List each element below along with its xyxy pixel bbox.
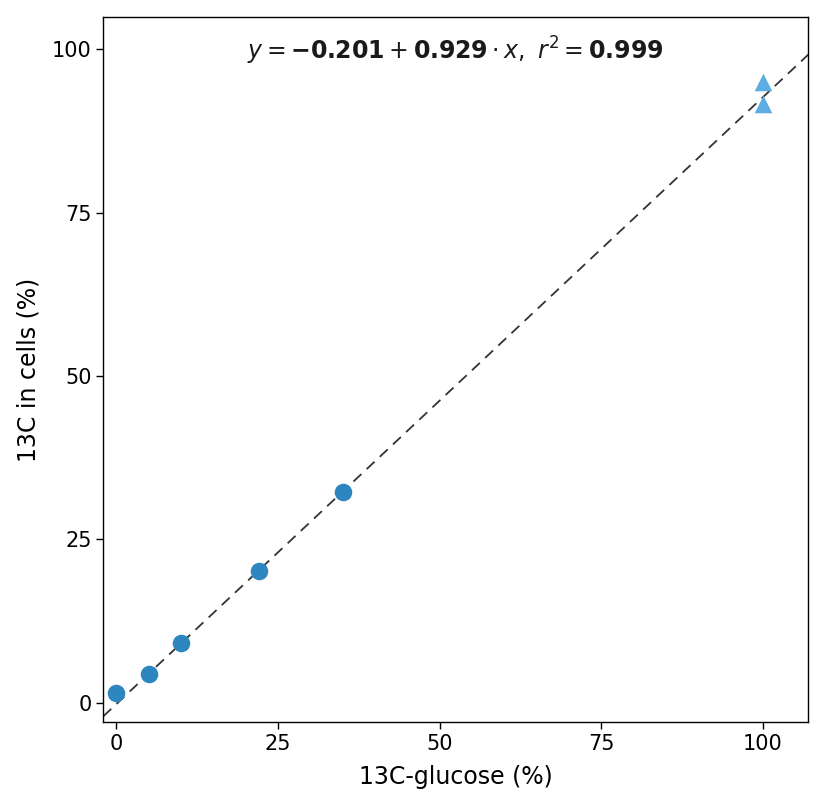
Y-axis label: 13C in cells (%): 13C in cells (%) [16, 277, 40, 462]
Point [142, 667, 155, 680]
Point [757, 98, 770, 110]
Point [110, 687, 123, 700]
Point [174, 637, 187, 650]
Text: $\mathit{y} = \mathbf{-0.201} + \mathbf{0.929} \cdot \mathit{x},\  \mathit{r}^{2: $\mathit{y} = \mathbf{-0.201} + \mathbf{… [248, 35, 664, 67]
Point [757, 76, 770, 89]
X-axis label: 13C-glucose (%): 13C-glucose (%) [359, 766, 553, 789]
Point [336, 485, 349, 498]
Point [252, 564, 265, 577]
